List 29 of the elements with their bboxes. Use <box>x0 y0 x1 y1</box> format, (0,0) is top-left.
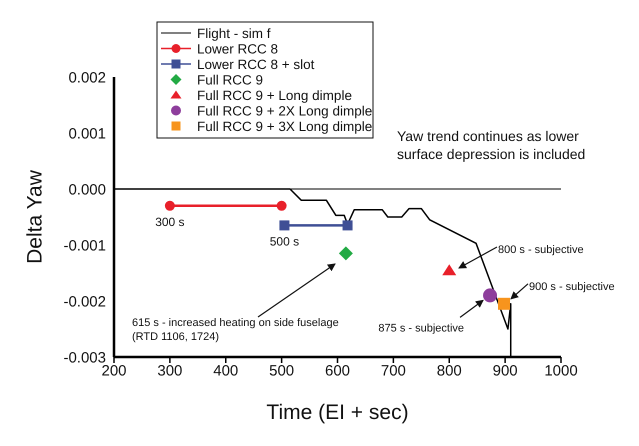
y-axis-title: Delta Yaw <box>23 169 46 264</box>
annotation: 800 s - subjective <box>498 244 584 256</box>
annotation: 500 s <box>270 234 300 248</box>
legend-label: Flight - sim f <box>197 26 271 41</box>
x-tick-label: 900 <box>492 362 518 380</box>
x-tick-label: 800 <box>436 362 462 380</box>
x-tick-label: 300 <box>157 362 182 380</box>
legend-label: Full RCC 9 + 2X Long dimple <box>197 104 372 118</box>
legend-label: Full RCC 9 + 3X Long dimple <box>197 119 372 134</box>
x-tick-label: 1000 <box>544 362 578 380</box>
legend-label: Full RCC 9 <box>197 72 264 88</box>
annotation: Yaw trend continues as lower surface depression is included <box>397 128 586 162</box>
legend-label: Lower RCC 8 <box>197 42 278 56</box>
annotation: 875 s - subjective <box>378 322 464 334</box>
y-tick-label: 0.002 <box>68 69 106 86</box>
x-tick-label: 600 <box>324 362 350 380</box>
x-tick-label: 700 <box>380 362 406 380</box>
legend-label: Lower RCC 8 + slot <box>197 57 315 72</box>
x-axis-title: Time (EI + sec) <box>266 401 409 424</box>
annotation: 900 s - subjective <box>529 280 615 293</box>
y-tick-label: 0.000 <box>68 181 106 198</box>
annotation: 615 s - increased heating on side fuselage (RTD 1106, 1724) <box>132 317 339 343</box>
x-tick-label: 400 <box>213 362 238 380</box>
legend-label: Full RCC 9 + Long dimple <box>197 88 352 103</box>
y-tick-label: -0.002 <box>63 293 106 310</box>
y-tick-label: 0.001 <box>68 125 106 142</box>
annotation: 300 s <box>155 214 185 229</box>
y-tick-label: -0.001 <box>63 237 106 254</box>
x-tick-label: 500 <box>269 362 294 380</box>
